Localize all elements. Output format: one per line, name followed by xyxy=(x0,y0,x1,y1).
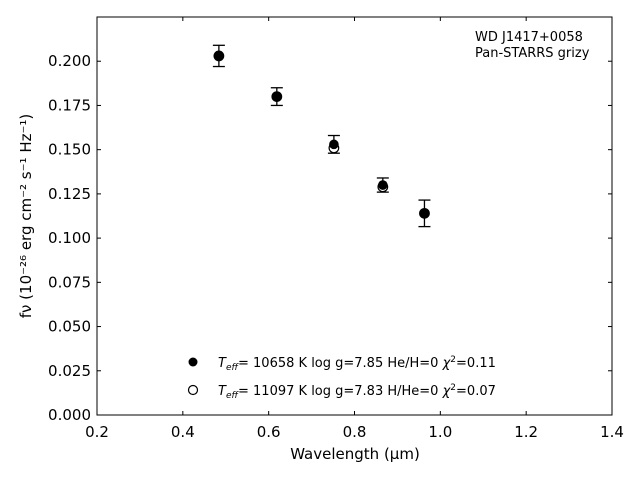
y-tick-label: 0.125 xyxy=(48,185,91,203)
x-tick-label: 1.2 xyxy=(514,423,538,441)
legend-2-teff: = 11097 K xyxy=(238,384,308,399)
y-tick-label: 0.025 xyxy=(48,362,91,380)
x-tick-label: 0.8 xyxy=(343,423,367,441)
x-tick-label: 1.0 xyxy=(428,423,452,441)
data-point-filled xyxy=(214,51,224,61)
y-tick-label: 0.150 xyxy=(48,141,91,159)
x-tick-label: 0.4 xyxy=(171,423,195,441)
x-tick-label: 0.6 xyxy=(257,423,281,441)
data-point-filled xyxy=(329,139,339,150)
y-axis-label: fν (10⁻²⁶ erg cm⁻² s⁻¹ Hz⁻¹) xyxy=(17,114,35,319)
legend-2-params: log g=7.83 H/He=0 xyxy=(311,384,438,399)
legend-1-chi: =0.11 xyxy=(456,356,496,371)
y-tick-label: 0.075 xyxy=(48,273,91,291)
data-point-filled xyxy=(378,180,388,190)
legend-1-teff: = 10658 K xyxy=(238,356,308,371)
annotation-line-2: Pan-STARRS grizy xyxy=(475,46,590,61)
y-tick-label: 0.175 xyxy=(48,96,91,114)
legend-marker-filled xyxy=(188,357,198,367)
annotation-line-1: WD J1417+0058 xyxy=(475,30,583,45)
data-point-filled xyxy=(419,208,430,219)
legend-marker-open xyxy=(187,384,199,396)
y-tick-label: 0.050 xyxy=(48,318,91,336)
legend-1-params: log g=7.85 He/H=0 xyxy=(311,356,438,371)
y-tick-label: 0.000 xyxy=(48,406,91,424)
x-tick-label: 1.4 xyxy=(600,423,624,441)
legend-entry-1: Teff= 10658 K log g=7.85 He/H=0 χ2=0.11 xyxy=(218,355,496,373)
x-axis-label: Wavelength (μm) xyxy=(290,445,420,463)
y-tick-label: 0.100 xyxy=(48,229,91,247)
x-tick-label: 0.2 xyxy=(85,423,109,441)
y-tick-label: 0.200 xyxy=(48,52,91,70)
plot-area xyxy=(212,44,431,228)
axes: 0.2 0.4 0.6 0.8 1.0 1.2 1.4 0.000 0.025 0.050 0.07… xyxy=(48,16,624,441)
legend-entry-2: Teff= 11097 K log g=7.83 H/He=0 χ2=0.07 xyxy=(218,383,496,401)
legend: Teff= 10658 K log g=7.85 He/H=0 χ2=0.11 … xyxy=(187,355,496,401)
data-point-filled xyxy=(272,91,282,102)
legend-2-chi: =0.07 xyxy=(456,384,496,399)
